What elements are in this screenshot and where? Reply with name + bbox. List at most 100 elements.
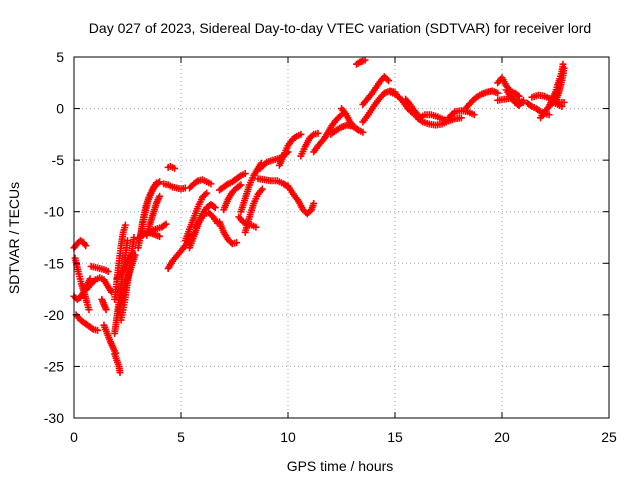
data-point [235, 182, 243, 190]
y-tick-label: -25 [44, 358, 64, 374]
data-point [314, 129, 322, 137]
y-axis-label: SDTVAR / TECUs [6, 182, 22, 294]
data-point [470, 111, 478, 119]
data-point [86, 275, 94, 283]
x-tick-label: 10 [280, 429, 296, 445]
data-point [82, 242, 90, 250]
data-point [130, 234, 138, 241]
x-tick-label: 20 [494, 429, 510, 445]
data-point [457, 114, 465, 122]
data-point [156, 178, 164, 186]
data-point [308, 132, 316, 140]
data-point [252, 223, 260, 231]
series-tr16 [136, 179, 160, 241]
data-point [385, 77, 393, 85]
data-point [116, 369, 124, 377]
data-point [207, 180, 215, 188]
y-tick-label: -20 [44, 307, 64, 323]
data-point [535, 107, 543, 115]
series-tr23 [181, 189, 211, 245]
series-tr29 [220, 181, 245, 214]
series-tr19 [145, 220, 170, 236]
series-tr52 [502, 86, 527, 109]
series-tr35 [284, 182, 318, 218]
plot-frame [73, 56, 610, 419]
x-tick-label: 15 [387, 429, 403, 445]
data-point [237, 181, 245, 189]
series-tr37 [297, 129, 322, 160]
series-tr21 [160, 180, 189, 193]
y-tick-label: -15 [44, 255, 64, 271]
data-point [353, 125, 361, 133]
data-point [310, 199, 318, 207]
data-point [359, 128, 367, 136]
data-point [104, 268, 112, 276]
data-point [162, 220, 170, 228]
data-points [70, 56, 568, 377]
data-point [559, 60, 567, 68]
y-tick-label: 0 [56, 101, 64, 117]
y-tick-label: -30 [44, 410, 64, 426]
data-point [560, 98, 568, 106]
data-point [121, 221, 129, 229]
data-point [336, 112, 344, 120]
series-tr8 [98, 295, 110, 314]
data-point [494, 89, 502, 97]
data-point [171, 164, 179, 172]
y-tick-label: -10 [44, 204, 64, 220]
series-tr40 [338, 105, 367, 136]
series-tr14 [117, 234, 138, 324]
data-point [211, 204, 219, 212]
y-tick-label: -5 [52, 152, 65, 168]
series-tr1 [70, 237, 90, 252]
data-point [361, 56, 369, 64]
series-tr36 [275, 130, 305, 169]
data-point [152, 179, 160, 187]
data-point [233, 239, 241, 247]
series-tr38 [310, 111, 345, 156]
data-point [545, 111, 553, 119]
data-point [156, 192, 164, 200]
series-tr43 [359, 73, 393, 108]
series-tr41 [352, 56, 369, 68]
data-point [241, 170, 249, 178]
series-tr4 [87, 262, 112, 276]
data-point [201, 191, 209, 199]
data-point [383, 75, 391, 83]
data-point [223, 181, 231, 189]
data-point [90, 277, 98, 285]
chart-title: Day 027 of 2023, Sidereal Day-to-day VTE… [89, 20, 591, 36]
data-point [235, 173, 243, 181]
data-point [94, 326, 102, 334]
data-point [210, 203, 218, 211]
data-point [102, 306, 110, 314]
series-tr27 [216, 170, 249, 194]
data-point [527, 101, 535, 109]
data-point [193, 178, 201, 186]
data-point [558, 103, 566, 111]
series-tr42 [359, 87, 399, 126]
series-tr48 [445, 107, 478, 122]
series-tr17 [143, 192, 164, 239]
data-point [88, 324, 96, 332]
x-tick-label: 25 [601, 429, 617, 445]
series-tr20 [164, 162, 179, 172]
data-point [156, 232, 164, 240]
data-point [519, 96, 527, 104]
x-tick-label: 0 [70, 429, 78, 445]
series-tr5 [83, 274, 115, 296]
series-tr32 [241, 185, 266, 236]
axis-ticks: 0 5 10 15 20 25 -30 -25 -20 -15 -10 -5 0 5 [44, 49, 617, 445]
data-point [297, 130, 305, 138]
data-point [560, 64, 568, 72]
series-tr33 [254, 175, 292, 191]
series-tr47 [415, 111, 448, 124]
grid-lines [74, 57, 609, 418]
y-tick-label: 5 [56, 49, 64, 65]
data-point [161, 221, 169, 229]
x-tick-label: 5 [177, 429, 185, 445]
series-tr9 [111, 350, 124, 377]
series-tr49 [462, 87, 502, 113]
data-point [440, 116, 448, 124]
